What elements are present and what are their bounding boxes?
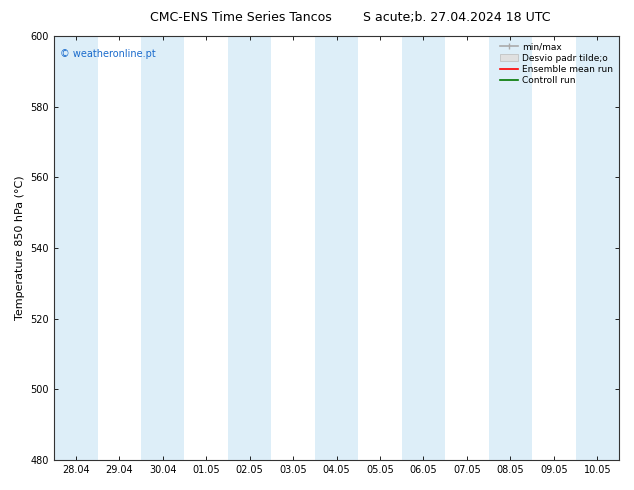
Text: S acute;b. 27.04.2024 18 UTC: S acute;b. 27.04.2024 18 UTC (363, 11, 550, 24)
Bar (315, 36, 358, 460)
Text: © weatheronline.pt: © weatheronline.pt (60, 49, 155, 59)
Bar (54, 36, 98, 460)
Bar (489, 36, 532, 460)
Bar (402, 36, 445, 460)
Bar (576, 36, 619, 460)
Y-axis label: Temperature 850 hPa (°C): Temperature 850 hPa (°C) (15, 176, 25, 320)
Legend: min/max, Desvio padr tilde;o, Ensemble mean run, Controll run: min/max, Desvio padr tilde;o, Ensemble m… (498, 41, 614, 87)
Bar (228, 36, 271, 460)
Text: CMC-ENS Time Series Tancos: CMC-ENS Time Series Tancos (150, 11, 332, 24)
Bar (141, 36, 184, 460)
